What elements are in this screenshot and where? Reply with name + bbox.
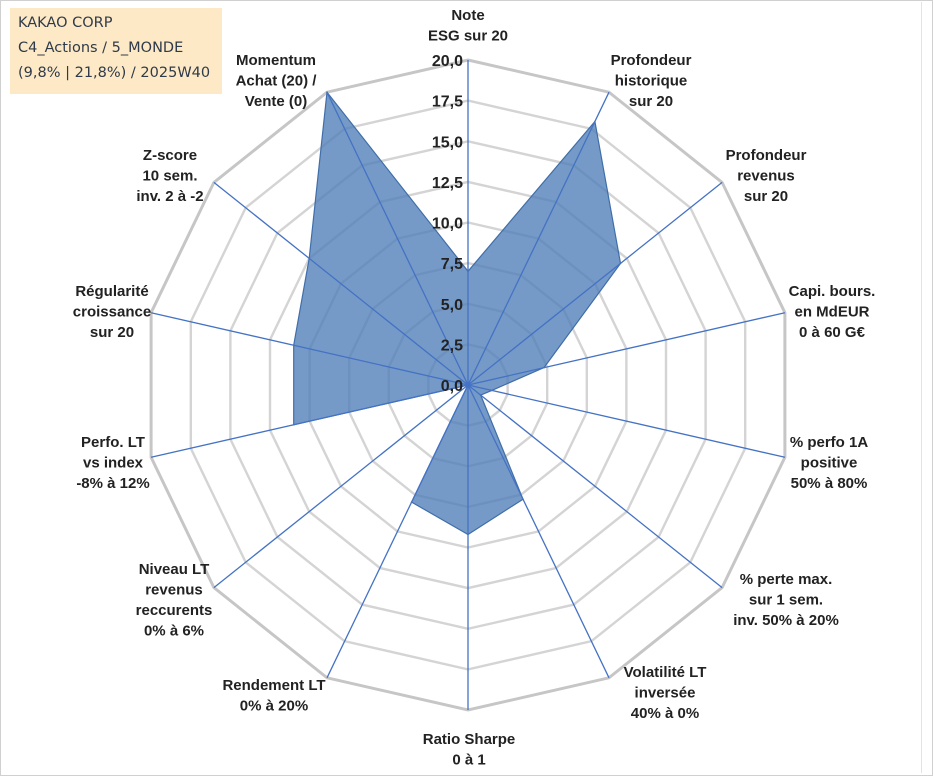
tick-label: 10,0 xyxy=(432,216,463,233)
tick-label: 2,5 xyxy=(441,337,463,354)
axis-label: Profondeur revenus sur 20 xyxy=(726,147,807,205)
axis-spoke xyxy=(467,384,723,589)
security-name: KAKAO CORP xyxy=(18,15,113,31)
axis-spoke xyxy=(326,384,469,679)
axis-label: Momentum Achat (20) / Vente (0) xyxy=(236,52,318,110)
tick-label: 7,5 xyxy=(441,256,463,273)
security-info-box: KAKAO CORP C4_Actions / 5_MONDE (9,8% | … xyxy=(10,8,222,94)
tick-label: 17,5 xyxy=(432,94,463,111)
axis-label: Volatilité LT inversée 40% à 0% xyxy=(624,664,707,722)
axis-label: Régularité croissance sur 20 xyxy=(73,283,151,341)
radar-tick-labels: 0,0 2,5 5,0 7,5 10,0 12,5 15,0 17,5 20,0 xyxy=(432,53,463,395)
axis-label: Rendement LT 0% à 20% xyxy=(222,677,325,715)
radar-spokes xyxy=(150,60,786,710)
axis-label: Perfo. LT vs index -8% à 12% xyxy=(76,434,149,492)
axis-label: Note ESG sur 20 xyxy=(428,7,508,45)
axis-label: Z-score 10 sem. inv. 2 à -2 xyxy=(136,147,203,205)
axis-spoke xyxy=(150,384,469,458)
axis-spoke xyxy=(467,91,610,386)
tick-label: 20,0 xyxy=(432,53,463,70)
tick-label: 0,0 xyxy=(441,378,463,395)
axis-spoke xyxy=(213,384,469,589)
axis-label: Capi. bours. en MdEUR 0 à 60 G€ xyxy=(789,283,876,341)
axis-spoke xyxy=(467,384,786,458)
axis-label: % perte max. sur 1 sem. inv. 50% à 20% xyxy=(733,571,839,629)
axis-label: Niveau LT revenus reccurents 0% à 6% xyxy=(136,561,213,640)
axis-label: % perfo 1A positive 50% à 80% xyxy=(790,434,869,492)
tick-label: 5,0 xyxy=(441,297,463,314)
axis-spoke xyxy=(326,91,469,386)
security-category: C4_Actions / 5_MONDE xyxy=(18,40,184,56)
tick-label: 12,5 xyxy=(432,175,463,192)
axis-spoke xyxy=(467,384,610,679)
tick-label: 15,0 xyxy=(432,134,463,151)
axis-spoke xyxy=(213,181,469,386)
axis-spoke xyxy=(150,312,469,386)
axis-spoke xyxy=(467,181,723,386)
scrollbar-divider xyxy=(921,2,922,773)
axis-spoke xyxy=(467,312,786,386)
radar-axis-labels: Note ESG sur 20 Profondeur historique sur 20… xyxy=(73,7,876,769)
security-stats: (9,8% | 21,8%) / 2025W40 xyxy=(18,65,211,81)
axis-label: Profondeur historique sur 20 xyxy=(611,52,692,110)
axis-label: Ratio Sharpe 0 à 1 xyxy=(423,731,516,769)
